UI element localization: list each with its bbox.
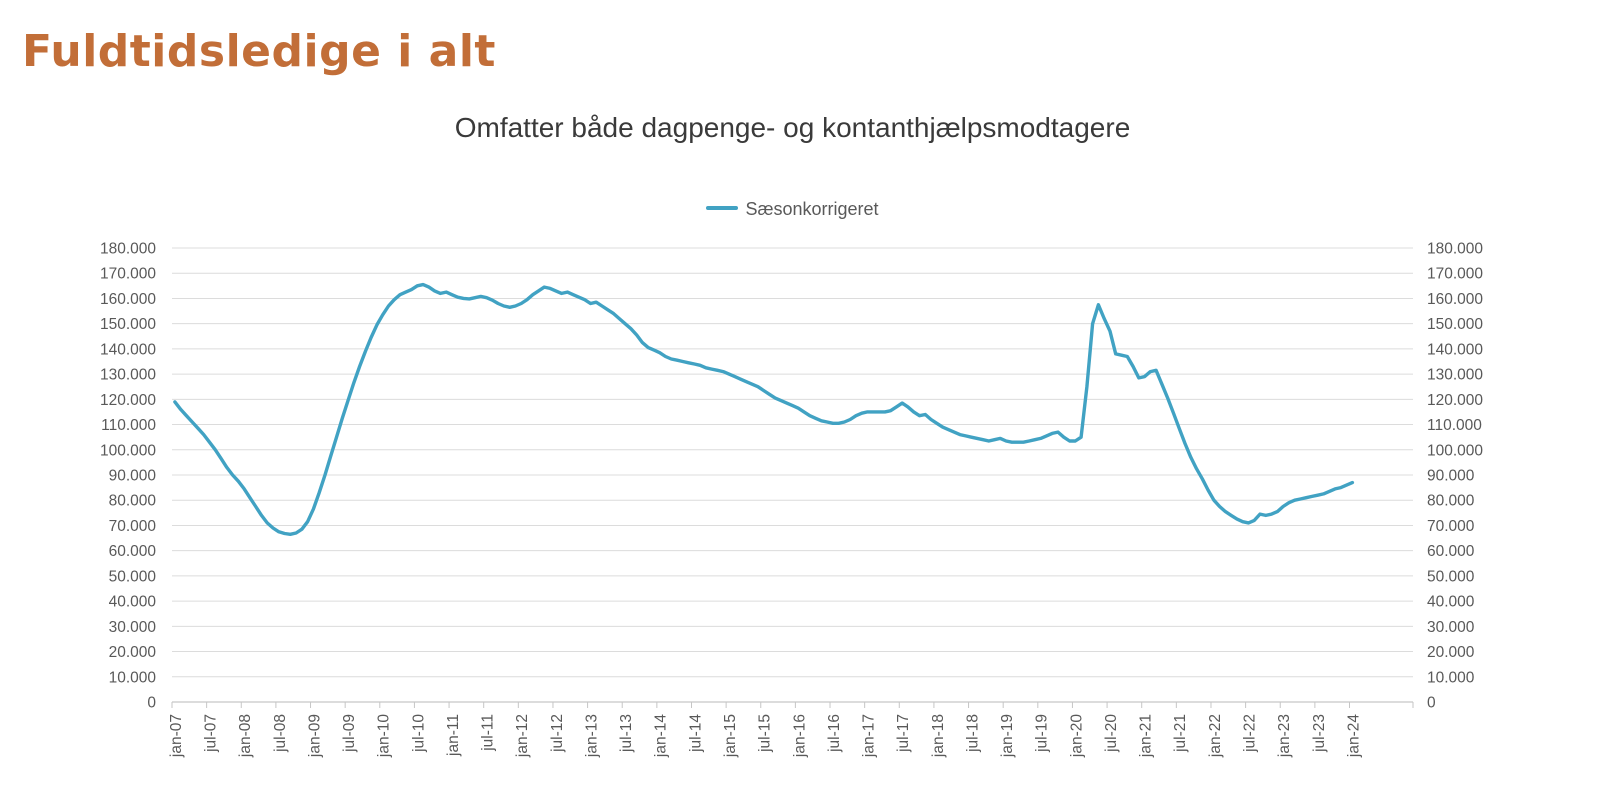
x-axis-tick-label: jul-09 [341,714,358,753]
x-axis-tick-label: jul-08 [272,714,289,753]
y-axis-tick-label-left: 60.000 [109,543,157,560]
page-title: Fuldtidsledige i alt [22,26,496,77]
y-axis-tick-label-left: 110.000 [101,417,156,434]
y-axis-tick-label-left: 100.000 [100,442,156,459]
y-axis-tick-label-left: 180.000 [100,241,156,258]
x-axis-tick-label: jul-22 [1241,714,1258,753]
y-axis-tick-label-right: 50.000 [1427,568,1475,585]
x-axis-tick-label: jul-07 [203,714,220,753]
y-axis-tick-label-left: 120.000 [100,392,156,409]
x-axis-tick-label: jan-13 [583,714,600,758]
y-axis-tick-label-right: 110.000 [1427,417,1482,434]
x-axis-tick-label: jan-21 [1138,714,1155,758]
x-axis-tick-label: jul-13 [618,714,635,753]
y-axis-tick-label-right: 140.000 [1427,341,1483,358]
x-axis-tick-label: jan-18 [930,714,947,758]
y-axis-tick-label-right: 180.000 [1427,241,1483,258]
x-axis-tick-label: jan-12 [514,714,531,758]
y-axis-tick-label-left: 50.000 [109,568,157,585]
y-axis-tick-label-right: 150.000 [1427,316,1483,333]
x-axis-tick-label: jul-10 [410,714,427,753]
y-axis-tick-label-left: 80.000 [109,493,157,510]
y-axis-tick-label-right: 0 [1427,695,1436,712]
x-axis-tick-label: jan-17 [861,714,878,758]
series-line-saesonkorrigeret [173,282,1355,536]
x-axis-tick-label: jul-14 [687,714,704,753]
x-axis-tick-label: jul-11 [480,714,497,752]
y-axis-tick-label-left: 170.000 [100,266,156,283]
y-axis-tick-label-left: 130.000 [100,367,156,384]
y-axis-tick-label-left: 160.000 [100,291,156,308]
x-axis-tick-label: jan-10 [376,714,393,758]
chart-title: Omfatter både dagpenge- og kontanthjælps… [454,112,1131,143]
y-axis-tick-label-left: 20.000 [109,644,157,661]
x-axis-tick-label: jul-20 [1103,714,1120,753]
x-axis-tick-label: jul-12 [549,714,566,753]
y-axis-tick-label-right: 30.000 [1427,619,1475,636]
x-axis-tick-label: jan-14 [653,714,670,758]
legend-label: Sæsonkorrigeret [745,198,879,219]
x-axis-tick-label: jan-09 [306,714,323,758]
x-axis-tick-label: jul-16 [826,714,843,753]
x-axis-tick-label: jul-15 [757,714,774,753]
x-axis-tick-label: jan-15 [722,714,739,758]
x-axis-tick-label: jul-17 [895,714,912,753]
x-axis-tick-label: jan-16 [791,714,808,758]
y-axis-tick-label-right: 170.000 [1427,266,1483,283]
x-axis-tick-label: jan-11 [445,714,462,757]
y-axis-tick-label-left: 140.000 [100,341,156,358]
y-axis-tick-label-right: 70.000 [1427,518,1475,535]
y-axis-tick-label-right: 130.000 [1427,367,1483,384]
y-axis-tick-label-left: 30.000 [109,619,157,636]
x-axis-tick-label: jul-19 [1034,714,1051,753]
x-axis-tick-label: jan-07 [168,714,185,758]
y-axis-tick-label-right: 10.000 [1427,669,1475,686]
y-axis-tick-label-right: 40.000 [1427,594,1475,611]
y-axis-tick-label-right: 120.000 [1427,392,1483,409]
y-axis-tick-label-left: 90.000 [109,468,157,485]
x-axis-tick-label: jul-18 [964,714,981,753]
y-axis-tick-label-right: 160.000 [1427,291,1483,308]
x-axis-tick-label: jan-22 [1207,714,1224,758]
x-axis-tick-label: jan-23 [1276,714,1293,758]
legend-line-marker [706,205,739,210]
x-axis-tick-label: jul-23 [1311,714,1328,753]
x-axis-tick-label: jan-24 [1345,714,1362,758]
legend: Sæsonkorrigeret [172,198,1413,220]
x-axis-tick-label: jan-19 [999,714,1016,758]
y-axis-tick-label-right: 90.000 [1427,468,1475,485]
y-axis-tick-label-left: 150.000 [100,316,156,333]
y-axis-tick-label-left: 0 [147,695,156,712]
x-axis-tick-label: jan-20 [1068,714,1085,758]
y-axis-tick-label-right: 100.000 [1427,442,1483,459]
y-axis-tick-label-right: 60.000 [1427,543,1475,560]
y-axis-tick-label-left: 70.000 [109,518,157,535]
y-axis-tick-label-right: 20.000 [1427,644,1475,661]
y-axis-tick-label-left: 40.000 [109,594,157,611]
x-axis-tick-label: jan-08 [237,714,254,758]
x-axis-tick-label: jul-21 [1172,714,1189,753]
y-axis-tick-label-right: 80.000 [1427,493,1475,510]
y-axis-tick-label-left: 10.000 [109,669,157,686]
